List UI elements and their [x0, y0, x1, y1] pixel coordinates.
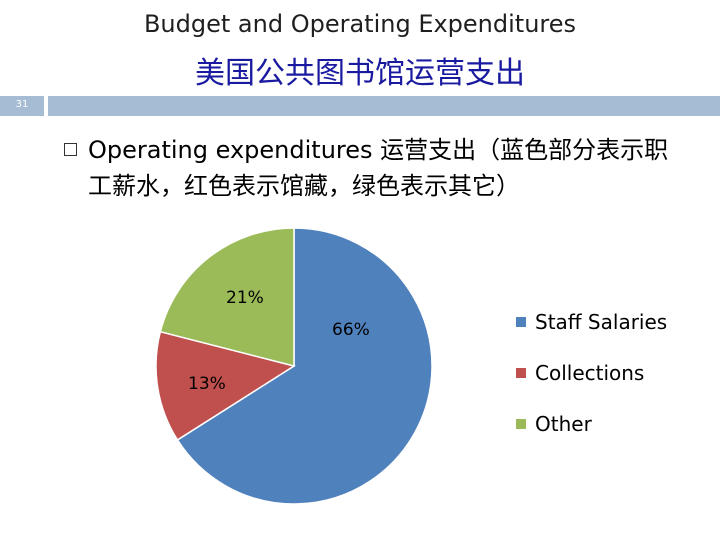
pie-slice-collections [155, 330, 296, 441]
slide-number-box: 31 [0, 96, 44, 116]
data-label-other: 21% [226, 288, 264, 308]
data-label-collections: 13% [188, 374, 226, 394]
slide-title-english: Budget and Operating Expenditures [143, 10, 577, 38]
pie-slice-staff-salaries [176, 227, 433, 505]
legend-label: Collections [535, 361, 645, 385]
legend-swatch [516, 419, 526, 429]
slide-title-chinese: 美国公共图书馆运营支出 [195, 56, 525, 91]
header-band-bar [48, 96, 720, 116]
pie-slice-other [159, 227, 295, 367]
slide-number: 31 [15, 99, 29, 110]
legend-swatch [516, 368, 526, 378]
legend-swatch [516, 317, 526, 327]
data-label-staff-salaries: 66% [332, 320, 370, 340]
header-band: 31 [0, 96, 720, 116]
bullet-checkbox-icon [64, 143, 77, 156]
bullet-text: Operating expenditures 运营支出（蓝色部分表示职工薪水，红… [88, 136, 669, 200]
legend-label: Staff Salaries [535, 310, 668, 334]
legend-label: Other [535, 412, 592, 436]
